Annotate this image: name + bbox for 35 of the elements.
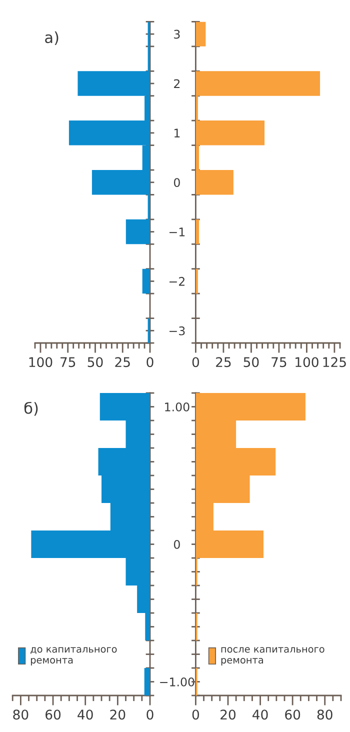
x-tick-label: 75 (272, 357, 286, 368)
x-tick-label: 125 (323, 357, 346, 368)
y-tick-label: 3 (174, 30, 180, 39)
x-tick-label: 25 (115, 357, 130, 368)
y-tick-label: 2 (174, 79, 180, 88)
y-tick-label: −2 (169, 276, 184, 286)
y-tick-label: −1.00 (160, 677, 194, 686)
x-tick-label: 75 (60, 357, 76, 368)
legend-label: до капитального ремонта (30, 647, 117, 666)
x-tick-label: 100 (296, 357, 318, 368)
x-tick-label: 80 (317, 710, 332, 720)
y-tick-label: 0 (174, 178, 180, 188)
y-tick-label: −1 (169, 228, 185, 236)
y-tick-label: −3 (169, 326, 185, 336)
x-tick-label: 60 (46, 710, 61, 720)
x-tick-label: 50 (88, 357, 103, 368)
y-tick-label: 1 (174, 128, 180, 138)
x-tick-label: 25 (216, 357, 231, 368)
x-tick-label: 50 (244, 357, 259, 368)
x-tick-label: 20 (110, 710, 126, 720)
x-tick-label: 0 (146, 357, 154, 368)
x-tick-label: 60 (285, 710, 300, 720)
x-tick-label: 100 (29, 357, 52, 368)
x-tick-label: 0 (192, 710, 200, 720)
x-tick-label: 40 (78, 710, 93, 720)
y-tick-label: 1.00 (165, 402, 190, 412)
x-tick-label: 40 (252, 710, 268, 720)
annotation: а) (45, 31, 58, 45)
legend-label: после капитального ремонта (221, 647, 324, 666)
x-tick-label: 80 (13, 710, 28, 720)
annotation: б) (24, 402, 38, 416)
x-tick-label: 0 (192, 357, 200, 368)
x-tick-label: 0 (146, 710, 154, 720)
x-tick-label: 20 (220, 710, 236, 720)
y-tick-label: 0 (174, 540, 180, 549)
